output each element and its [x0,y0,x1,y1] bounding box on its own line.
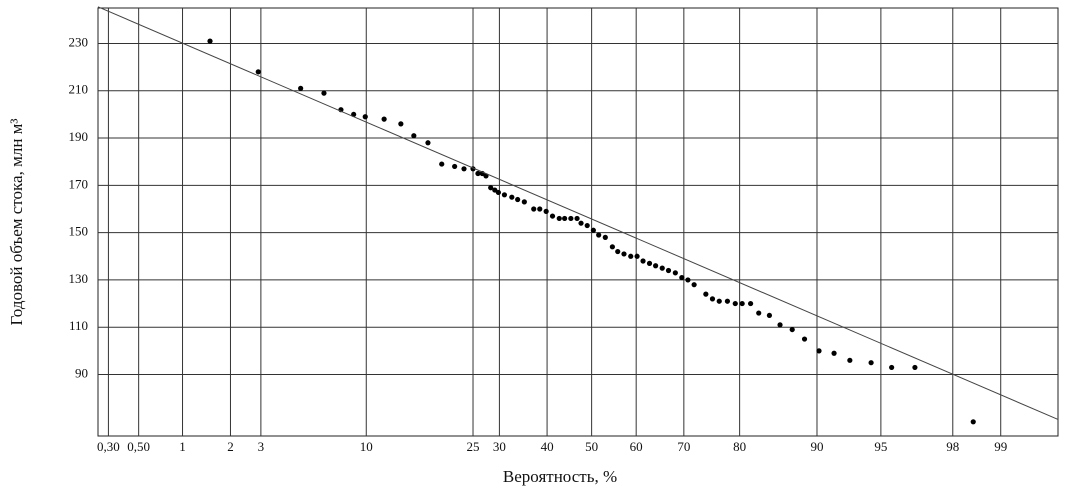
data-point [747,300,754,307]
y-tick-label: 170 [69,176,89,191]
y-tick-label: 210 [69,82,89,97]
data-point [255,69,261,75]
data-point [298,85,304,91]
data-point [501,192,508,198]
data-point [653,263,659,269]
data-point [646,260,653,266]
y-tick-label: 90 [75,366,88,381]
y-tick-label: 110 [69,318,88,333]
data-point [789,326,795,333]
data-point [665,267,672,274]
data-point [672,270,678,276]
data-point [602,234,608,240]
data-point [475,170,481,177]
data-point [621,251,627,257]
data-point [847,357,853,363]
plot-frame [97,7,1059,437]
data-point [634,253,640,259]
data-point [578,220,584,226]
x-tick-label: 99 [994,439,1007,454]
data-point [970,419,976,425]
data-point [912,364,918,371]
x-tick-label: 3 [258,439,265,454]
data-point [609,244,615,250]
x-tick-label: 2 [227,439,234,454]
data-point [679,274,685,281]
y-tick-label: 150 [69,224,89,239]
data-point [640,258,646,264]
x-tick-label: 60 [630,439,643,454]
x-tick-label: 90 [810,439,823,454]
data-point [537,206,543,212]
data-point [703,291,709,297]
y-tick-label: 190 [69,129,89,144]
data-point [452,163,458,170]
data-point [889,364,895,371]
x-axis-title: Вероятность, % [503,467,617,486]
data-point [411,133,417,139]
x-tick-label: 25 [467,439,480,454]
data-point [739,300,745,307]
data-point [777,322,783,328]
data-point [868,360,874,366]
y-tick-label: 230 [69,34,89,49]
data-point [425,140,431,146]
x-tick-label: 40 [541,439,554,454]
y-axis-title: Годовой объем стока, млн м³ [7,118,26,325]
data-point [321,90,327,96]
data-point [685,277,691,283]
data-point [659,265,665,271]
data-point [816,348,822,354]
data-point [439,161,445,167]
data-point [568,215,574,222]
data-point [801,336,808,342]
data-point [488,185,494,191]
x-tick-label: 70 [677,439,690,454]
data-point [724,298,731,304]
x-tick-label: 1 [179,439,186,454]
x-tick-label: 0,50 [127,439,150,454]
y-tick-label: 130 [69,271,89,286]
data-point [766,312,773,319]
data-point [381,116,387,122]
data-point [709,296,716,302]
data-point [590,227,596,233]
data-point [831,350,837,356]
data-point [362,114,368,120]
x-tick-label: 10 [360,439,373,454]
x-tick-label: 30 [493,439,506,454]
data-point [207,38,213,44]
data-point [556,215,562,222]
x-tick-label: 98 [946,439,959,454]
data-point [628,253,634,259]
x-tick-label: 0,30 [97,439,120,454]
data-point [732,300,738,307]
data-point [691,282,697,288]
data-point [495,189,501,196]
data-point [562,215,568,222]
data-point [756,310,762,316]
data-point [531,206,537,212]
data-point [549,213,556,219]
data-point [509,194,515,200]
data-point [716,298,722,304]
trend-line [97,6,1059,420]
x-tick-label: 50 [585,439,598,454]
x-tick-label: 80 [733,439,746,454]
x-tick-label: 95 [874,439,887,454]
data-point [461,166,467,172]
data-point [596,232,602,238]
data-point [543,208,549,214]
data-point [515,196,521,203]
data-point [584,222,590,229]
data-point [398,121,404,127]
data-point [615,248,621,255]
data-point [521,199,527,205]
data-point [574,215,580,222]
